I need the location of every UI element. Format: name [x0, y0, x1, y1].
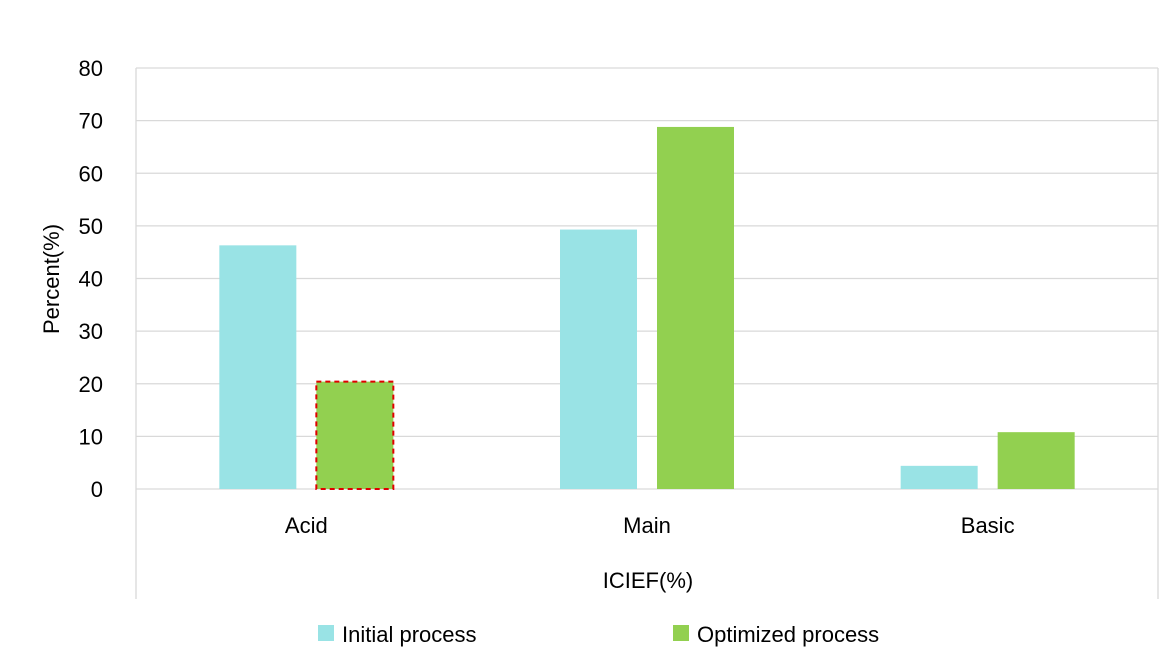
y-axis-ticks: 0 10 20 30 40 50 60 70 80	[79, 56, 103, 502]
y-tick-label: 40	[79, 267, 103, 292]
y-tick-label: 30	[79, 319, 103, 344]
bar-optimized-process-basic	[997, 432, 1075, 489]
y-axis-title: Percent(%)	[39, 224, 64, 334]
y-tick-label: 20	[79, 372, 103, 397]
gridlines	[136, 67, 1158, 490]
legend-swatch	[318, 625, 334, 641]
x-category-label: Main	[623, 513, 671, 538]
x-category-label: Basic	[961, 513, 1015, 538]
bar-optimized-process-acid	[315, 380, 395, 490]
y-tick-label: 10	[79, 424, 103, 449]
legend-label: Initial process	[342, 622, 477, 647]
bar-initial-process-main	[560, 229, 637, 489]
y-tick-label: 50	[79, 214, 103, 239]
y-tick-label: 60	[79, 161, 103, 186]
bar-initial-process-basic	[900, 465, 978, 489]
plot-frame	[135, 68, 1159, 599]
y-tick-label: 80	[79, 56, 103, 81]
legend-swatch	[673, 625, 689, 641]
legend-label: Optimized process	[697, 622, 879, 647]
x-axis-categories: Acid Main Basic	[285, 513, 1015, 538]
x-axis-title: ICIEF(%)	[603, 568, 693, 593]
x-category-label: Acid	[285, 513, 328, 538]
bars	[219, 126, 1075, 490]
bar-initial-process-acid	[219, 245, 297, 489]
legend: Initial process Optimized process	[318, 622, 879, 647]
y-tick-label: 70	[79, 109, 103, 134]
bar-optimized-process-main	[657, 126, 734, 489]
y-tick-label: 0	[91, 477, 103, 502]
